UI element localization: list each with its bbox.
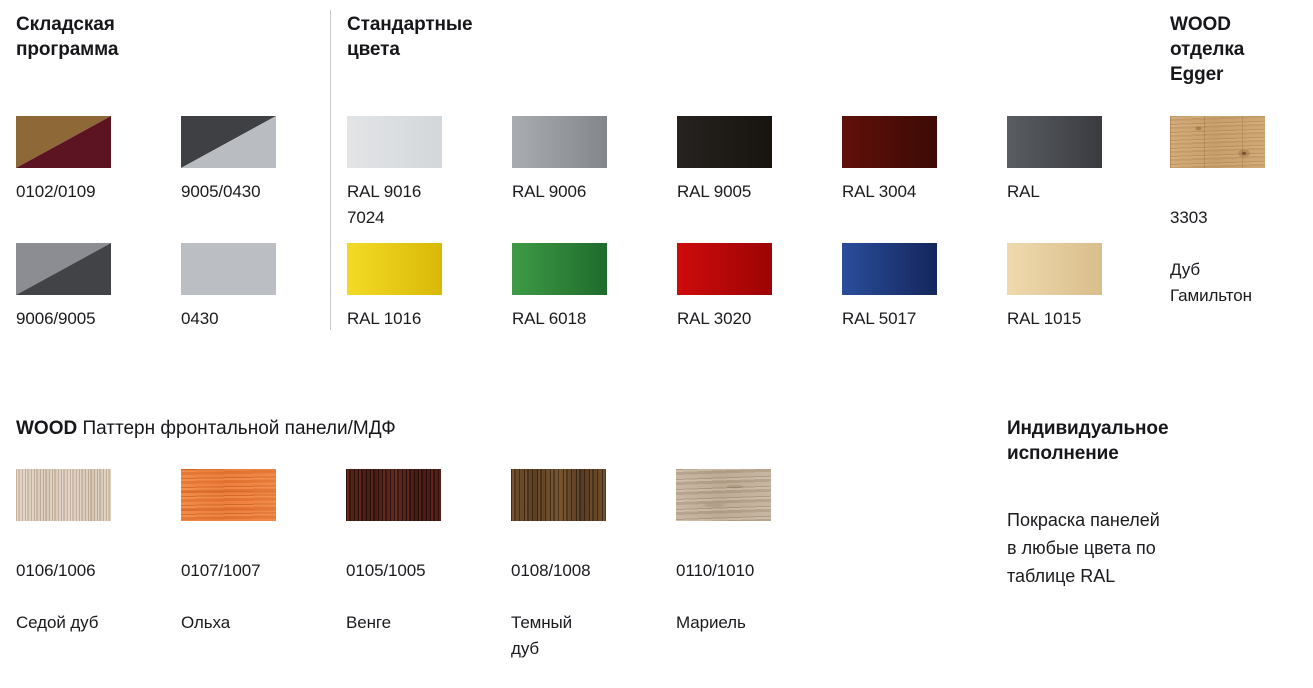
custom-finish-title: Индивидуальное исполнение — [1007, 418, 1169, 464]
swatch-label: RAL 9005 — [677, 182, 752, 201]
swatch-name: Ольха — [181, 613, 231, 632]
color-chip-ral-1016 — [347, 243, 442, 295]
wood-texture-hamilton — [1170, 116, 1265, 168]
swatch-label: 0430 — [181, 309, 219, 328]
swatch-label: RAL — [1007, 182, 1040, 201]
wood-chip-0105-1005 — [346, 469, 441, 521]
stock-program-title: Складская программа — [16, 14, 119, 60]
color-chip-ral-3020 — [677, 243, 772, 295]
swatch-name: Венге — [346, 613, 391, 632]
custom-finish-text: Покраска панелей в любые цвета по таблиц… — [1007, 510, 1160, 586]
swatch-label: 3303 Дуб Гамильтон — [1170, 179, 1265, 335]
swatch-label: 0105/1005 Венге — [346, 532, 441, 662]
swatch-label: RAL 6018 — [512, 309, 587, 328]
swatch-cell-0430[interactable]: 0430 — [181, 243, 276, 332]
wood-chip-0108-1008 — [511, 469, 606, 521]
swatch-label: 0106/1006 Седой дуб — [16, 532, 111, 662]
swatch-cell-ral-1015[interactable]: RAL 1015 — [1007, 243, 1102, 332]
swatch-cell-ral-5017[interactable]: RAL 5017 — [842, 243, 937, 332]
swatch-cell-9005-0430[interactable]: 9005/0430 — [181, 116, 276, 205]
color-chip-ral-1015 — [1007, 243, 1102, 295]
swatch-cell-ral-3004[interactable]: RAL 3004 — [842, 116, 937, 205]
wood-chip-0110-1010 — [676, 469, 771, 521]
diagonal-split-icon — [16, 116, 111, 168]
swatch-label: 0110/1010 Мариель — [676, 532, 771, 662]
swatch-label: 0107/1007 Ольха — [181, 532, 276, 662]
swatch-label: RAL 1016 — [347, 309, 422, 328]
wood-texture-mariel — [676, 469, 771, 521]
section-divider — [330, 10, 331, 330]
swatch-label: 9006/9005 — [16, 309, 96, 328]
swatch-cell-ral-9016[interactable]: RAL 9016 7024 — [347, 116, 442, 231]
swatch-cell-0108-1008[interactable]: 0108/1008 Темный дуб — [511, 469, 606, 688]
color-chip-ral-3004 — [842, 116, 937, 168]
wood-texture-venge — [346, 469, 441, 521]
swatch-code: 0106/1006 — [16, 561, 96, 580]
swatch-label: RAL 5017 — [842, 309, 917, 328]
swatch-name: Дуб Гамильтон — [1170, 260, 1252, 305]
standard-colors-title: Стандартные цвета — [347, 14, 473, 60]
swatch-label: 9005/0430 — [181, 182, 261, 201]
swatch-code: 0107/1007 — [181, 561, 261, 580]
swatch-cell-9006-9005[interactable]: 9006/9005 — [16, 243, 111, 332]
wood-pattern-title-rest: Паттерн фронтальной панели/МДФ — [77, 418, 396, 439]
swatch-label: 0102/0109 — [16, 182, 96, 201]
swatch-label: RAL 9016 7024 — [347, 182, 422, 227]
swatch-cell-ral[interactable]: RAL — [1007, 116, 1102, 205]
wood-pattern-title: WOOD Паттерн фронтальной панели/МДФ — [16, 416, 396, 441]
swatch-cell-ral-6018[interactable]: RAL 6018 — [512, 243, 607, 332]
swatch-cell-0102-0109[interactable]: 0102/0109 — [16, 116, 111, 205]
swatch-name: Седой дуб — [16, 613, 99, 632]
swatch-code: 0105/1005 — [346, 561, 426, 580]
wood-texture-sedoy-dub — [16, 469, 111, 521]
swatch-code: 0110/1010 — [676, 561, 755, 580]
color-chip-0430 — [181, 243, 276, 295]
swatch-cell-0106-1006[interactable]: 0106/1006 Седой дуб — [16, 469, 111, 662]
swatch-cell-ral-9006[interactable]: RAL 9006 — [512, 116, 607, 205]
wood-texture-olha — [181, 469, 276, 521]
color-chip-0102-0109 — [16, 116, 111, 168]
swatch-cell-0105-1005[interactable]: 0105/1005 Венге — [346, 469, 441, 662]
wood-pattern-title-bold: WOOD — [16, 418, 78, 439]
swatch-cell-ral-9005[interactable]: RAL 9005 — [677, 116, 772, 205]
swatch-cell-0107-1007[interactable]: 0107/1007 Ольха — [181, 469, 276, 662]
swatch-name: Мариель — [676, 613, 746, 632]
swatch-name: Темный дуб — [511, 613, 573, 658]
swatch-cell-3303[interactable]: 3303 Дуб Гамильтон — [1170, 116, 1265, 335]
swatch-cell-ral-1016[interactable]: RAL 1016 — [347, 243, 442, 332]
swatch-cell-0110-1010[interactable]: 0110/1010 Мариель — [676, 469, 771, 662]
wood-texture-temny-dub — [511, 469, 606, 521]
color-chip-ral-6018 — [512, 243, 607, 295]
wood-chip-0107-1007 — [181, 469, 276, 521]
swatch-label: RAL 1015 — [1007, 309, 1082, 328]
wood-chip-0106-1006 — [16, 469, 111, 521]
color-chip-ral-9016 — [347, 116, 442, 168]
swatch-label: RAL 3020 — [677, 309, 752, 328]
color-chip-ral-5017 — [842, 243, 937, 295]
swatch-code: 0108/1008 — [511, 561, 591, 580]
wood-chip-3303 — [1170, 116, 1265, 168]
color-chip-9006-9005 — [16, 243, 111, 295]
swatch-cell-ral-3020[interactable]: RAL 3020 — [677, 243, 772, 332]
color-chip-9005-0430 — [181, 116, 276, 168]
color-chip-ral-9005 — [677, 116, 772, 168]
egger-title: WOOD отделка Egger — [1170, 14, 1245, 85]
swatch-label: RAL 9006 — [512, 182, 587, 201]
diagonal-split-icon — [16, 243, 111, 295]
swatch-label: 0108/1008 Темный дуб — [511, 532, 606, 688]
color-chip-ral — [1007, 116, 1102, 168]
diagonal-split-icon — [181, 116, 276, 168]
swatch-label: RAL 3004 — [842, 182, 917, 201]
color-chip-ral-9006 — [512, 116, 607, 168]
swatch-code: 3303 — [1170, 208, 1208, 227]
